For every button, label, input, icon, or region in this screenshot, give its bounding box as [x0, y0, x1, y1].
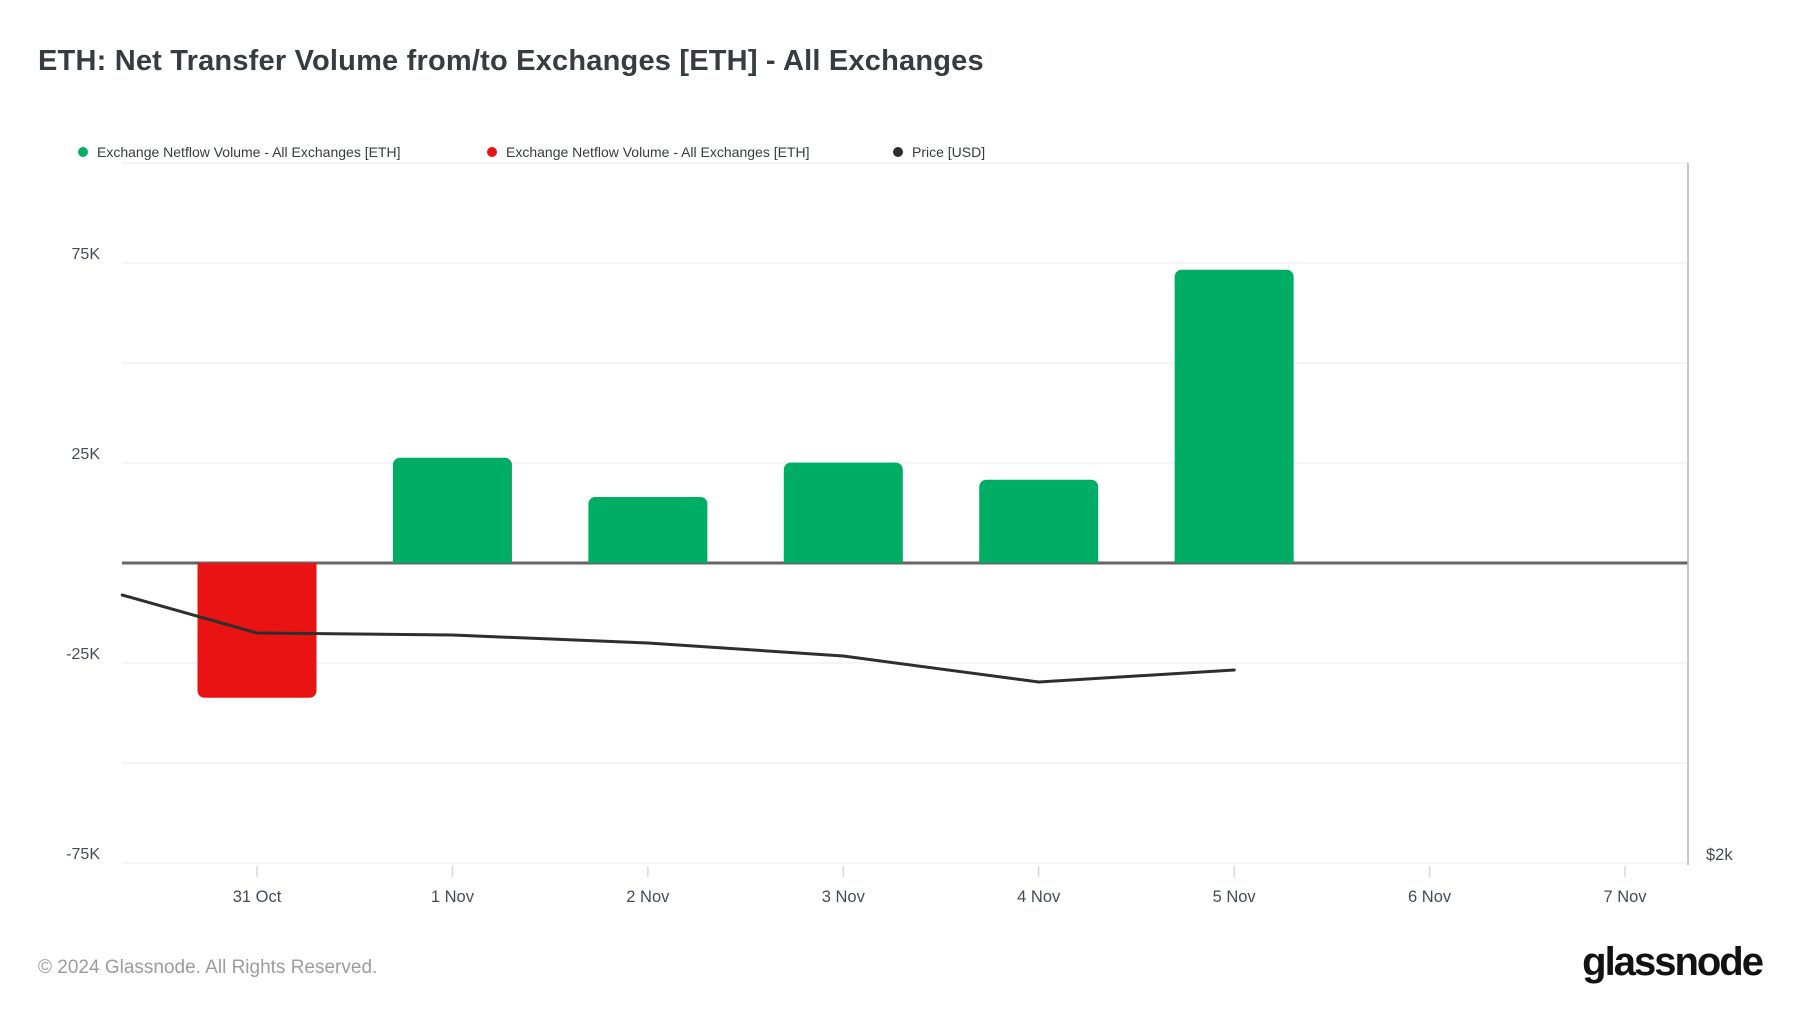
x-axis-tick-label: 4 Nov — [1017, 888, 1061, 906]
legend-item-netflow-positive[interactable]: Exchange Netflow Volume - All Exchanges … — [78, 142, 400, 162]
y-axis-tick-label: 75K — [71, 246, 100, 263]
page-title: ETH: Net Transfer Volume from/to Exchang… — [38, 45, 984, 77]
y-axis-tick-label: -75K — [66, 846, 100, 863]
netflow-bar-base — [197, 563, 317, 570]
y-axis-tick-label: -25K — [66, 646, 100, 663]
legend-item-label: Exchange Netflow Volume - All Exchanges … — [506, 144, 810, 160]
glassnode-logo: glassnode — [1582, 940, 1764, 984]
green-dot-icon — [78, 147, 88, 157]
x-axis-tick-label: 2 Nov — [626, 888, 670, 906]
netflow-bar-base — [1174, 556, 1294, 563]
netflow-bar-1-nov — [392, 457, 512, 563]
netflow-bar-base — [588, 556, 708, 563]
netflow-bar-2-nov — [588, 497, 708, 563]
legend-item-price[interactable]: Price [USD] — [893, 142, 985, 162]
x-axis-tick-label: 31 Oct — [232, 888, 282, 906]
netflow-bar-base — [979, 556, 1099, 563]
netflow-bar-base — [783, 556, 903, 563]
legend-item-label: Exchange Netflow Volume - All Exchanges … — [97, 144, 401, 160]
x-axis-tick-label: 5 Nov — [1212, 888, 1256, 906]
copyright-text: © 2024 Glassnode. All Rights Reserved. — [38, 957, 378, 978]
price-axis-label: $2k — [1706, 846, 1733, 864]
y-axis-tick-label: 25K — [71, 446, 100, 463]
netflow-bar-base — [392, 556, 512, 563]
black-dot-icon — [893, 147, 903, 157]
x-axis-tick-label: 1 Nov — [430, 888, 474, 906]
netflow-bar-5-nov — [1174, 269, 1294, 563]
price-line — [120, 593, 1236, 684]
netflow-bar-3-nov — [783, 462, 903, 563]
x-axis-tick-label: 6 Nov — [1408, 888, 1452, 906]
legend-item-label: Price [USD] — [912, 144, 986, 160]
legend-item-netflow-negative[interactable]: Exchange Netflow Volume - All Exchanges … — [487, 142, 809, 162]
red-dot-icon — [487, 147, 497, 157]
x-axis-tick-label: 3 Nov — [821, 888, 865, 906]
x-axis-tick-label: 7 Nov — [1603, 888, 1647, 906]
netflow-bar-4-nov — [979, 479, 1099, 563]
netflow-bar-31-oct — [197, 563, 317, 698]
